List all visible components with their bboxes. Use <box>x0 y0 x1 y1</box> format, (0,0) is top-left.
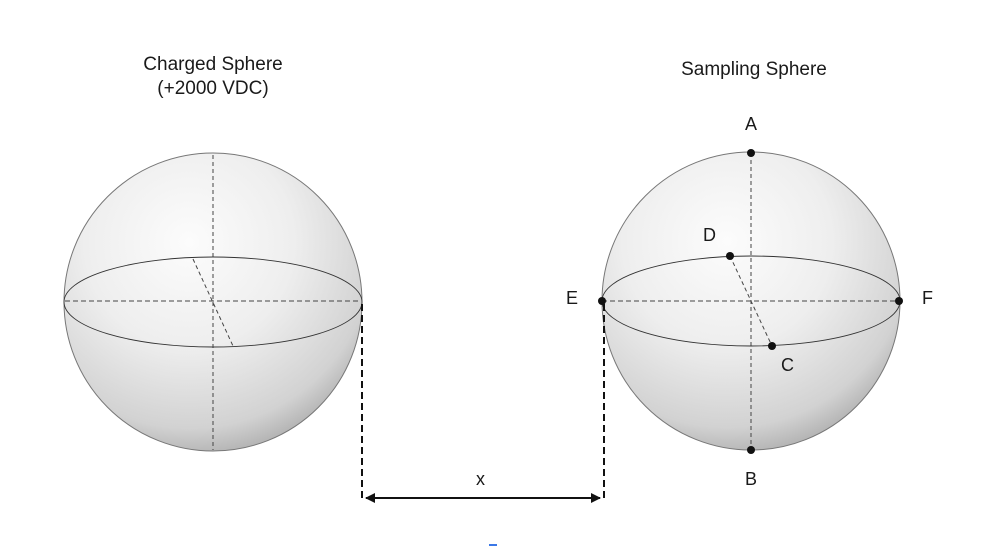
distance-indicator <box>361 304 605 503</box>
point-d-marker <box>726 252 734 260</box>
charged-sphere-title: Charged Sphere (+2000 VDC) <box>113 53 313 101</box>
charged-sphere-title-text: Charged Sphere <box>143 54 283 75</box>
point-f-marker <box>895 297 903 305</box>
corner-mark <box>489 544 497 546</box>
point-a-label: A <box>745 114 758 134</box>
point-e-marker <box>598 297 606 305</box>
charged-sphere <box>63 152 363 452</box>
charged-sphere-equator <box>63 256 363 348</box>
point-f-label: F <box>922 288 933 308</box>
charged-sphere-voltage: (+2000 VDC) <box>157 78 269 99</box>
point-a-marker <box>747 149 755 157</box>
sampling-sphere <box>598 149 903 454</box>
point-b-label: B <box>745 469 758 489</box>
sampling-sphere-depth-axis <box>729 255 773 347</box>
charged-sphere-depth-axis <box>192 258 234 347</box>
point-c-label: C <box>781 355 794 375</box>
point-d-label: D <box>703 225 716 245</box>
point-b-marker <box>747 446 755 454</box>
point-c-marker <box>768 342 776 350</box>
point-e-label: E <box>566 288 579 308</box>
distance-label: x <box>476 469 485 489</box>
sampling-sphere-title: Sampling Sphere <box>681 59 827 80</box>
